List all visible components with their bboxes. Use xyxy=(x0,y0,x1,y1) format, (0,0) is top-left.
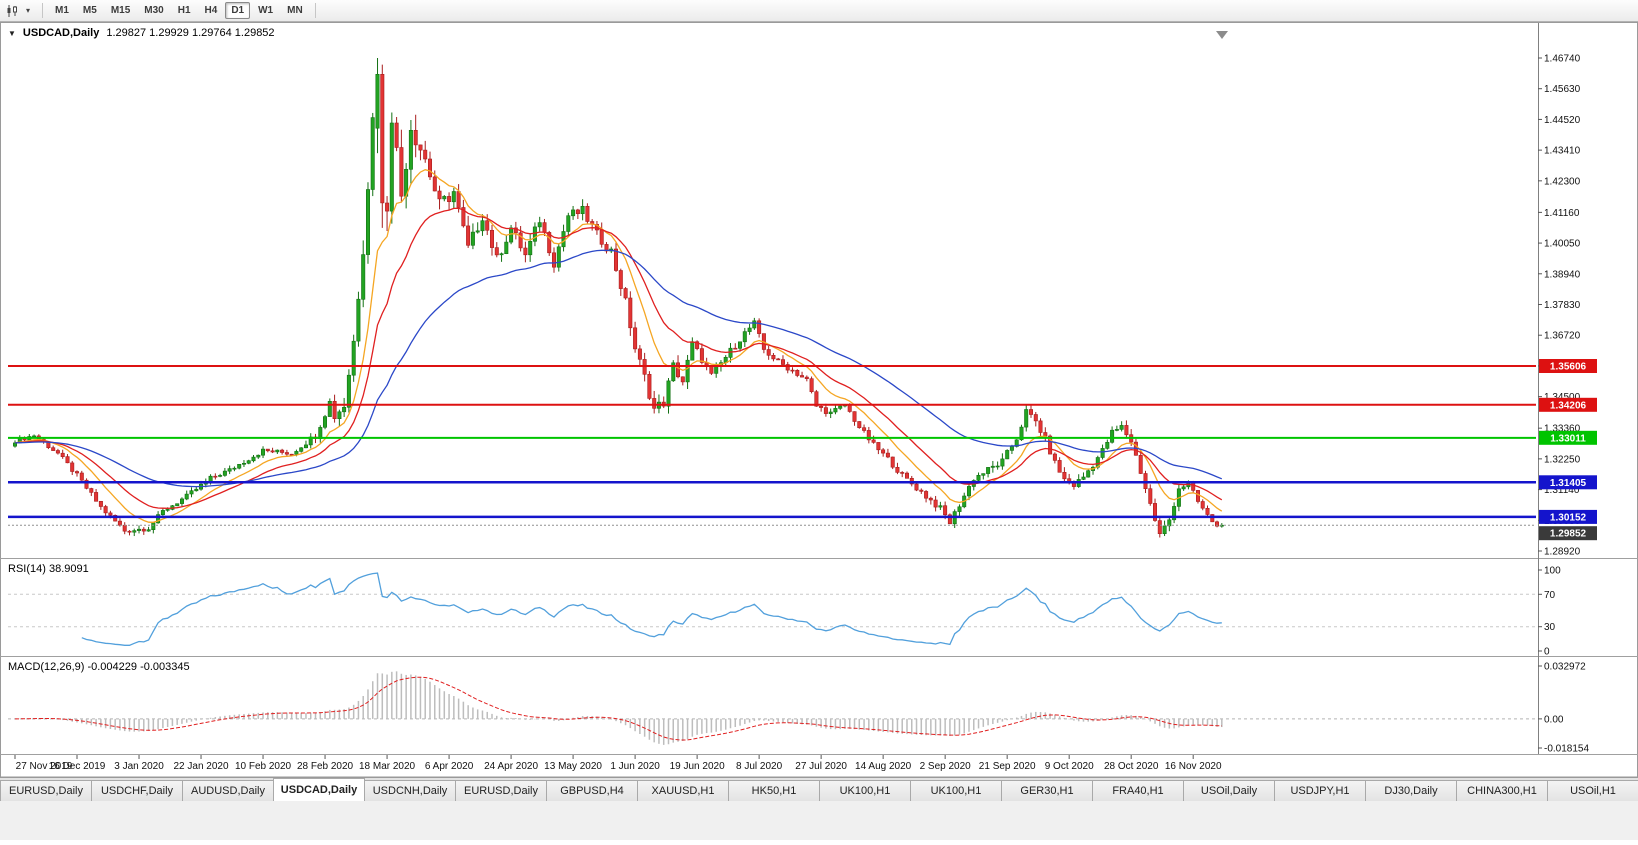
chart-tab-uk100-h1[interactable]: UK100,H1 xyxy=(819,780,911,801)
price-axis-label: 1.38940 xyxy=(1544,269,1581,280)
shift-marker-icon xyxy=(1216,31,1228,39)
x-axis-label: 19 Jun 2020 xyxy=(670,761,725,772)
chart-tab-usdchf-daily[interactable]: USDCHF,Daily xyxy=(91,780,183,801)
price-axis-label: 1.46740 xyxy=(1544,54,1581,65)
price-axis-label: 1.45630 xyxy=(1544,84,1581,95)
chart-tab-uk100-h1[interactable]: UK100,H1 xyxy=(910,780,1002,801)
timeframe-button-d1[interactable]: D1 xyxy=(225,2,251,19)
timeframe-button-m15[interactable]: M15 xyxy=(110,5,131,16)
price-axis-label: 1.44520 xyxy=(1544,115,1581,126)
collapse-triangle-icon[interactable]: ▼ xyxy=(8,28,16,38)
x-axis-label: 22 Jan 2020 xyxy=(173,761,228,772)
price-axis-label: 1.41160 xyxy=(1544,208,1580,219)
toolbar: ▾ M1 M5 M15 M30 H1 H4 D1 W1 MN xyxy=(0,0,1638,22)
chart-tab-xauusd-h1[interactable]: XAUUSD,H1 xyxy=(637,780,729,801)
toolbar-separator xyxy=(42,3,43,18)
timeframe-button-h4[interactable]: H4 xyxy=(204,5,218,16)
chart-tab-ger30-h1[interactable]: GER30,H1 xyxy=(1001,780,1093,801)
timeframe-button-h1[interactable]: H1 xyxy=(177,5,191,16)
x-axis-label: 9 Oct 2020 xyxy=(1045,761,1094,772)
x-axis-label: 14 Aug 2020 xyxy=(855,761,912,772)
price-axis-label: 1.42300 xyxy=(1544,176,1581,187)
price-level-badge: 1.34206 xyxy=(1550,400,1587,411)
chart-tab-usoil-daily[interactable]: USOil,Daily xyxy=(1183,780,1275,801)
x-axis-label: 1 Jun 2020 xyxy=(610,761,660,772)
x-axis-label: 13 May 2020 xyxy=(544,761,602,772)
dropdown-caret-icon[interactable]: ▾ xyxy=(25,6,30,15)
chart-tab-dj30-daily[interactable]: DJ30,Daily xyxy=(1365,780,1457,801)
chart-tab-china300-h1[interactable]: CHINA300,H1 xyxy=(1456,780,1548,801)
window-background xyxy=(0,801,1638,840)
chart-tab-gbpusd-h4[interactable]: GBPUSD,H4 xyxy=(546,780,638,801)
chart-tabs: EURUSD,Daily USDCHF,Daily AUDUSD,Daily USDC… xyxy=(0,777,1638,801)
price-level-badge: 1.35606 xyxy=(1550,362,1587,373)
rsi-axis-label: 30 xyxy=(1544,622,1556,633)
toolbar-separator-2 xyxy=(314,3,316,18)
x-axis-label: 8 Jul 2020 xyxy=(736,761,783,772)
price-axis-label: 1.31140 xyxy=(1544,485,1580,496)
rsi-axis-label: 0 xyxy=(1544,647,1550,658)
rsi-axis-label: 100 xyxy=(1544,566,1561,577)
timeframe-button-mn[interactable]: MN xyxy=(287,5,303,16)
timeframe-button-m5[interactable]: M5 xyxy=(82,5,97,16)
timeframe-button-w1[interactable]: W1 xyxy=(258,5,274,16)
x-axis-label: 28 Oct 2020 xyxy=(1104,761,1159,772)
price-level-badge: 1.33011 xyxy=(1550,433,1586,444)
x-axis-label: 3 Jan 2020 xyxy=(114,761,164,772)
chart-ohlc-quote: 1.29827 1.29929 1.29764 1.29852 xyxy=(106,27,275,39)
chart-tab-fra40-h1[interactable]: FRA40,H1 xyxy=(1092,780,1184,801)
price-axis-label: 1.37830 xyxy=(1544,300,1581,311)
rsi-axis-label: 70 xyxy=(1544,590,1556,601)
x-axis-label: 28 Feb 2020 xyxy=(297,761,354,772)
macd-axis-label: 0.032972 xyxy=(1544,662,1586,673)
chart-header: ▼ USDCAD,Daily 1.29827 1.29929 1.29764 1… xyxy=(8,27,275,39)
candlestick-chart-icon[interactable] xyxy=(4,3,22,19)
price-axis-label: 1.32250 xyxy=(1544,454,1581,465)
x-axis-label: 27 Nov 2019 xyxy=(16,761,73,772)
price-axis-label: 1.43410 xyxy=(1544,146,1581,157)
timeframe-buttons: M1 M5 M15 M30 H1 H4 D1 W1 MN xyxy=(48,2,310,19)
chart-tab-hk50-h1[interactable]: HK50,H1 xyxy=(728,780,820,801)
price-level-badge: 1.29852 xyxy=(1550,529,1587,540)
chart-symbol-label: USDCAD,Daily xyxy=(22,27,100,39)
rsi-indicator-label: RSI(14) 38.9091 xyxy=(8,563,89,575)
chart-tab-eurusd-daily[interactable]: EURUSD,Daily xyxy=(0,780,92,801)
x-axis-label: 6 Apr 2020 xyxy=(425,761,474,772)
price-level-badge: 1.30152 xyxy=(1550,512,1587,523)
x-axis-label: 16 Nov 2020 xyxy=(1165,761,1222,772)
price-axis-label: 1.33360 xyxy=(1544,424,1581,435)
chart-tab-usdcad-daily[interactable]: USDCAD,Daily xyxy=(273,778,365,801)
x-axis-label: 18 Mar 2020 xyxy=(359,761,416,772)
timeframe-button-m30[interactable]: M30 xyxy=(144,5,164,16)
timeframe-button-m1[interactable]: M1 xyxy=(55,5,69,16)
chart-tab-eurusd-daily[interactable]: EURUSD,Daily xyxy=(455,780,547,801)
price-axis-label: 1.36720 xyxy=(1544,331,1581,342)
x-axis-label: 2 Sep 2020 xyxy=(920,761,972,772)
x-axis-label: 27 Jul 2020 xyxy=(795,761,847,772)
macd-indicator-label: MACD(12,26,9) -0.004229 -0.003345 xyxy=(8,661,190,673)
x-axis-label: 21 Sep 2020 xyxy=(979,761,1036,772)
chart-tab-usdjpy-h1[interactable]: USDJPY,H1 xyxy=(1274,780,1366,801)
price-axis-label: 1.34500 xyxy=(1544,392,1581,403)
chart-tab-usoil-h1[interactable]: USOil,H1 xyxy=(1547,780,1638,801)
x-axis-label: 10 Feb 2020 xyxy=(235,761,292,772)
chart-tab-audusd-daily[interactable]: AUDUSD,Daily xyxy=(182,780,274,801)
x-axis-label: 16 Dec 2019 xyxy=(49,761,106,772)
macd-axis-label: 0.00 xyxy=(1544,714,1564,725)
chart-tab-usdcnh-daily[interactable]: USDCNH,Daily xyxy=(364,780,456,801)
price-level-badge: 1.31405 xyxy=(1550,478,1587,489)
price-axis-label: 1.40050 xyxy=(1544,239,1581,250)
macd-axis-label: -0.018154 xyxy=(1544,744,1589,755)
x-axis-label: 24 Apr 2020 xyxy=(484,761,538,772)
price-axis-label: 1.28920 xyxy=(1544,547,1581,558)
